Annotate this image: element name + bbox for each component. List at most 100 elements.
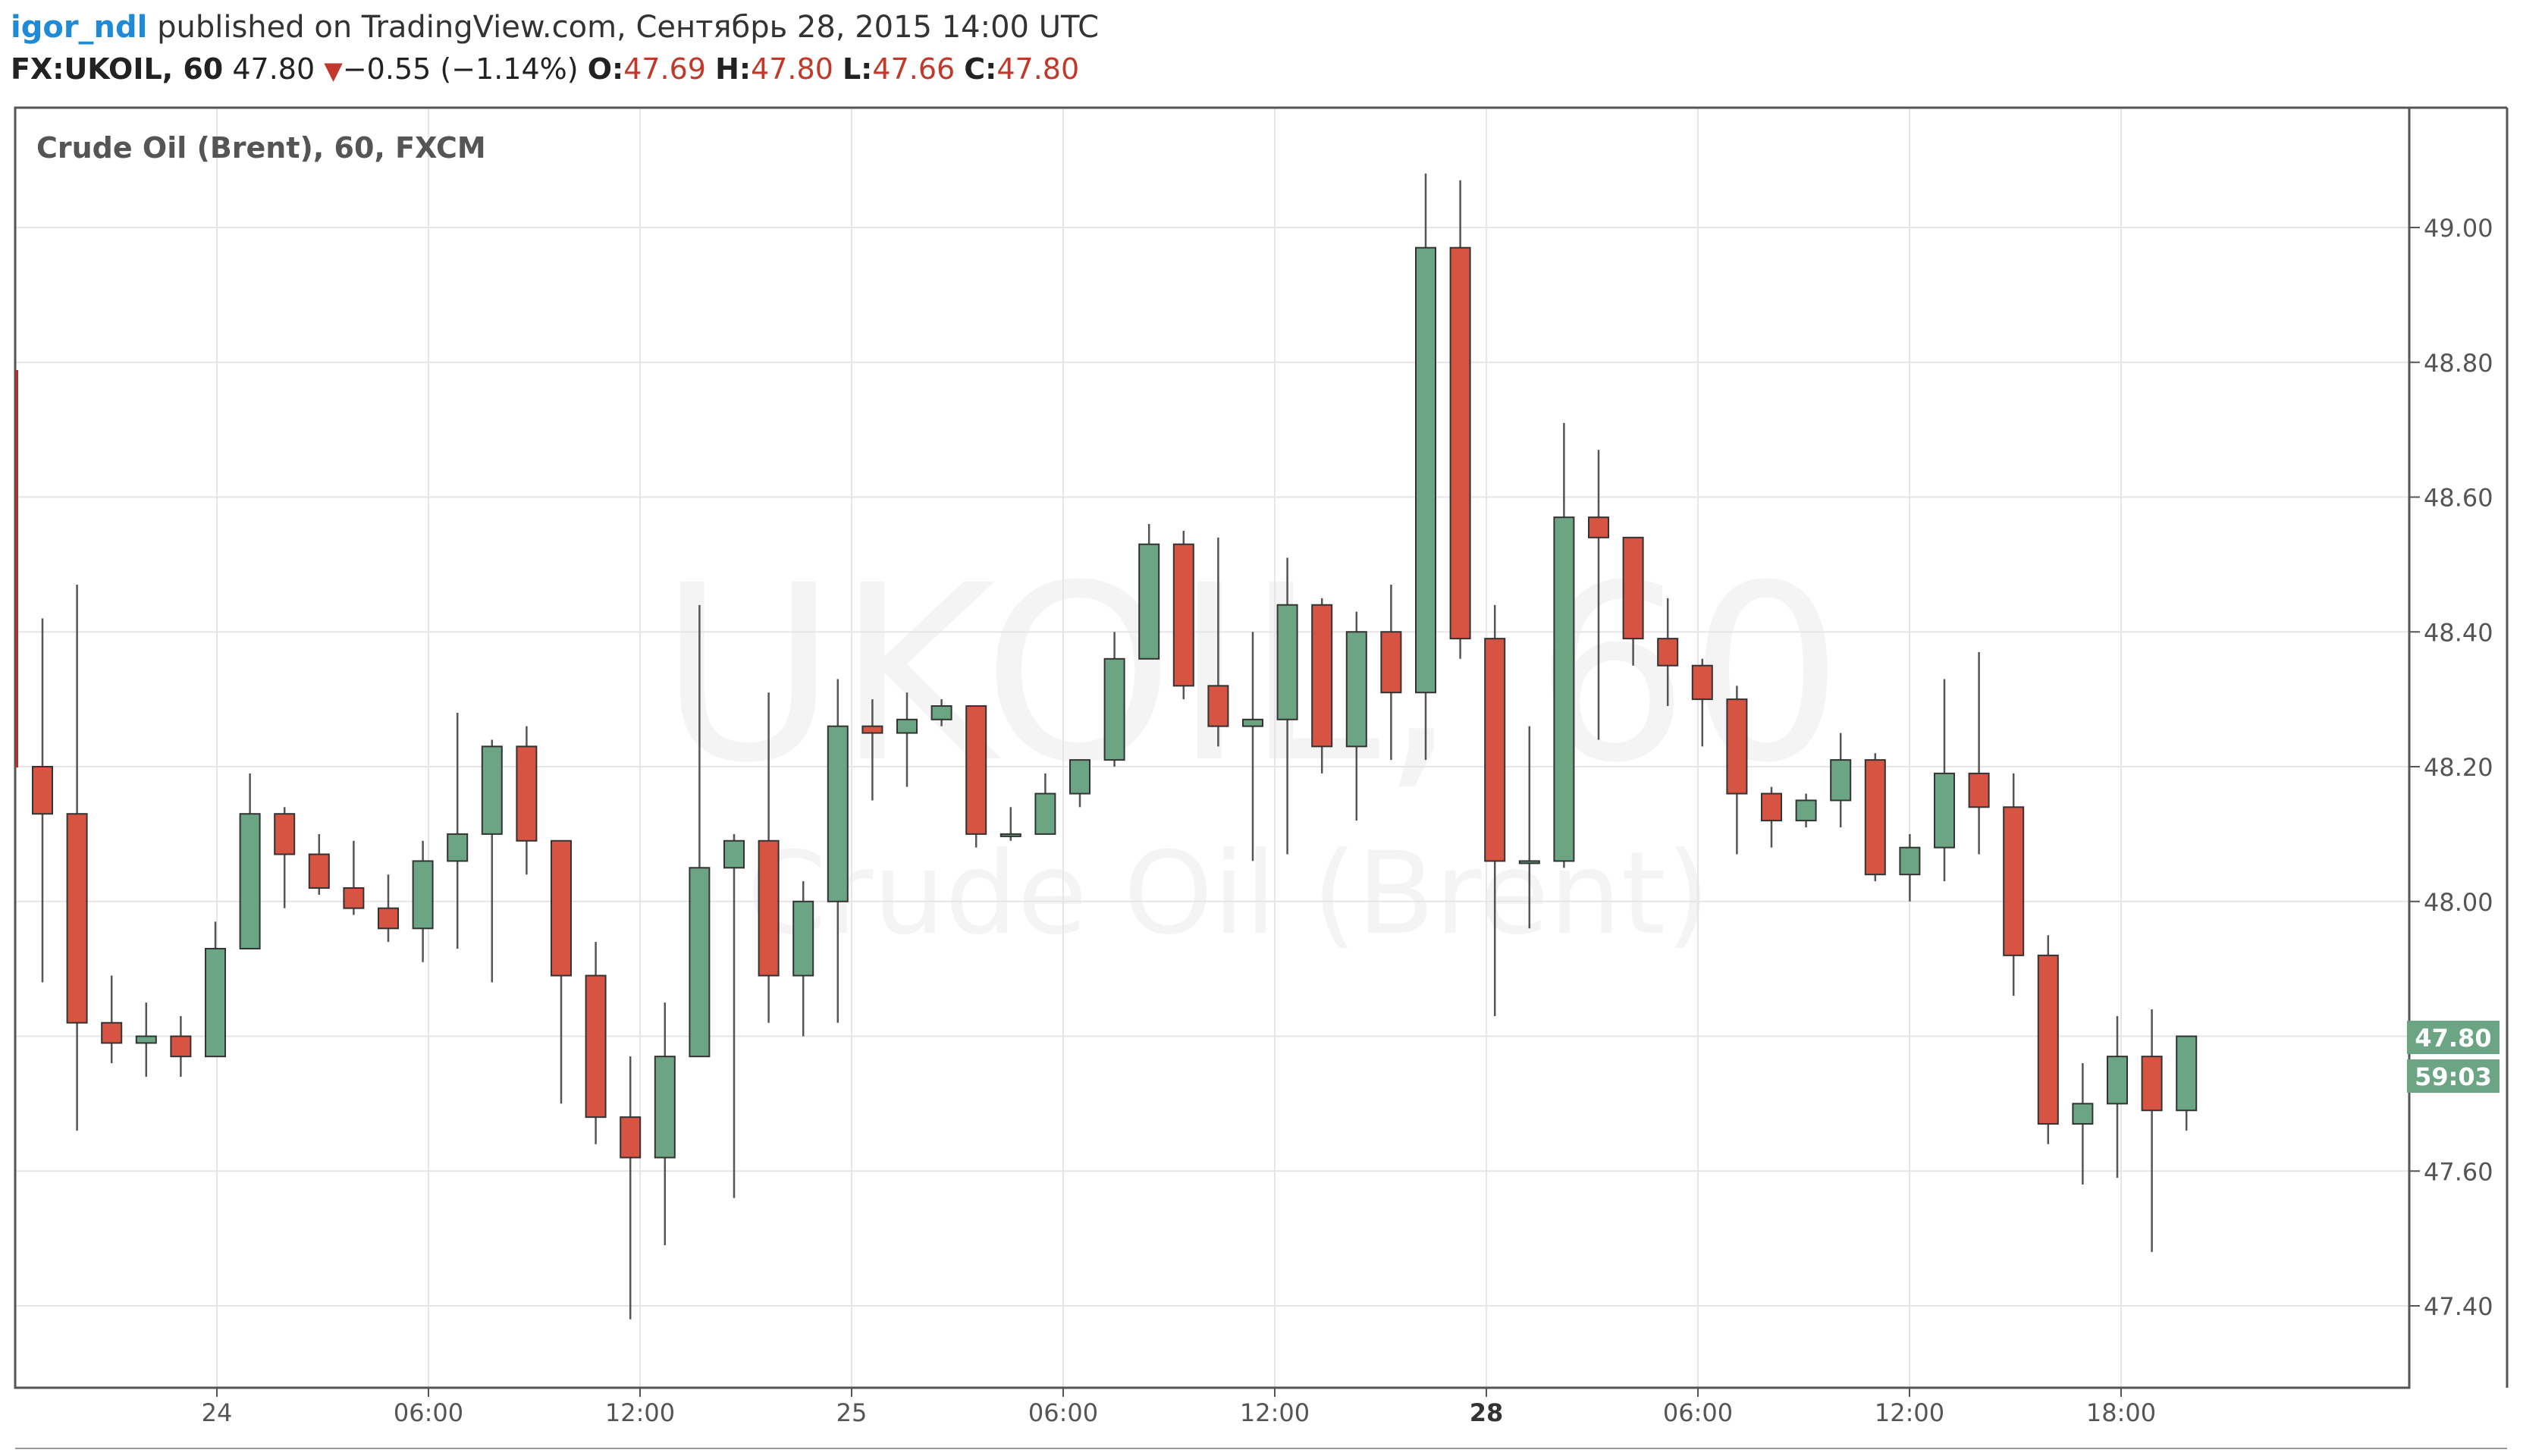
candle-body [1726, 698, 1748, 795]
candle-body [481, 745, 503, 835]
candle [1069, 759, 1090, 808]
candle [1311, 598, 1333, 774]
candle [135, 1003, 157, 1077]
candle-body [1380, 631, 1402, 694]
candle [101, 975, 123, 1064]
candle-body [723, 839, 745, 869]
candle-body [205, 947, 226, 1058]
candle [930, 699, 952, 726]
price-change: −0.55 (−1.14%) [342, 52, 579, 86]
candle [1864, 753, 1886, 882]
candle [1345, 611, 1367, 821]
open-label: O: [587, 52, 624, 86]
candle-body [447, 833, 469, 862]
candle-body [343, 886, 365, 909]
candle-body [999, 833, 1021, 837]
candle [274, 807, 296, 908]
candle-body [758, 839, 780, 977]
candle [723, 833, 745, 1198]
candle [758, 692, 780, 1023]
candle [170, 1015, 192, 1077]
candle [896, 692, 918, 787]
candle-body [930, 705, 952, 720]
candle [1553, 422, 1575, 868]
candle [1138, 524, 1160, 660]
publish-line: igor_ndl published on TradingView.com, С… [11, 6, 1099, 49]
countdown-label: 59:03 [2415, 1062, 2492, 1091]
candle-body [1276, 604, 1298, 720]
candle [1657, 598, 1679, 707]
candle [1761, 786, 1782, 848]
chart-header: igor_ndl published on TradingView.com, С… [11, 6, 1099, 89]
candle-body [2003, 806, 2025, 956]
down-triangle-icon: ▼ [324, 56, 343, 85]
candle-body [1103, 657, 1125, 761]
publish-text: published on TradingView.com, Сентябрь 2… [147, 10, 1100, 45]
candle [66, 585, 88, 1131]
candle-body [1830, 759, 1852, 802]
x-axis: 24 06:00 12:00 25 06:00 12:00 28 06:00 12:00 18:0… [202, 1388, 2156, 1427]
candle [516, 726, 538, 875]
candle-body [1657, 638, 1679, 667]
candle-body [620, 1116, 642, 1159]
candle [1172, 530, 1194, 700]
candles [32, 173, 2198, 1320]
candle-body [412, 860, 434, 930]
candle-body [1242, 718, 1263, 727]
high-label: H: [715, 52, 752, 86]
candle-body [1034, 792, 1056, 835]
candle [1242, 632, 1263, 861]
y-tick-label: 47.40 [2424, 1292, 2493, 1321]
candle [1415, 173, 1436, 761]
candle-body [654, 1056, 676, 1159]
last-price-label: 47.80 [2415, 1024, 2491, 1053]
candle [32, 618, 53, 983]
candle [1449, 180, 1471, 659]
candle-body [551, 839, 572, 977]
watermark: UKOIL, 60 Crude Oil (Brent) [659, 534, 1844, 960]
candle [378, 874, 399, 943]
candle [1380, 585, 1402, 761]
y-tick-label: 48.00 [2424, 888, 2493, 917]
x-tick-label: 06:00 [1663, 1398, 1733, 1427]
last-price: 47.80 [232, 52, 315, 86]
candle [1484, 604, 1506, 1016]
y-tick-label: 49.00 [2424, 214, 2493, 243]
candle [2176, 1035, 2198, 1131]
candle-body [861, 725, 883, 734]
candle [965, 705, 987, 848]
candle [1207, 537, 1229, 747]
candle [689, 604, 711, 1058]
candle-body [585, 974, 607, 1119]
candle-body [1864, 759, 1886, 876]
close-label: C: [964, 52, 997, 86]
author-link[interactable]: igor_ndl [11, 10, 148, 45]
candle-body [2107, 1056, 2128, 1105]
candle [308, 833, 330, 895]
candle [620, 1056, 642, 1320]
candle [1899, 833, 1921, 902]
candle [1622, 536, 1644, 666]
candle-body [1622, 536, 1644, 640]
low-value: 47.66 [872, 52, 956, 86]
candle-body [1588, 516, 1609, 538]
candle [1934, 679, 1955, 882]
candle-body [378, 907, 399, 930]
candle [551, 839, 572, 1104]
candle-body [689, 867, 711, 1058]
candle-body [1968, 772, 1990, 808]
candle-body [1311, 604, 1333, 748]
candle [2037, 935, 2059, 1144]
x-tick-label: 24 [202, 1398, 233, 1427]
candle [1276, 557, 1298, 855]
candle-body [516, 745, 538, 842]
candle-body [2037, 954, 2059, 1125]
watermark-name: Crude Oil (Brent) [747, 828, 1710, 960]
candle [1968, 651, 1990, 855]
candle-body [2072, 1103, 2094, 1125]
chart-title: Crude Oil (Brent), 60, FXCM [36, 131, 486, 165]
candle-body [135, 1035, 157, 1044]
candle [205, 921, 226, 1058]
candle-body [1691, 664, 1713, 701]
